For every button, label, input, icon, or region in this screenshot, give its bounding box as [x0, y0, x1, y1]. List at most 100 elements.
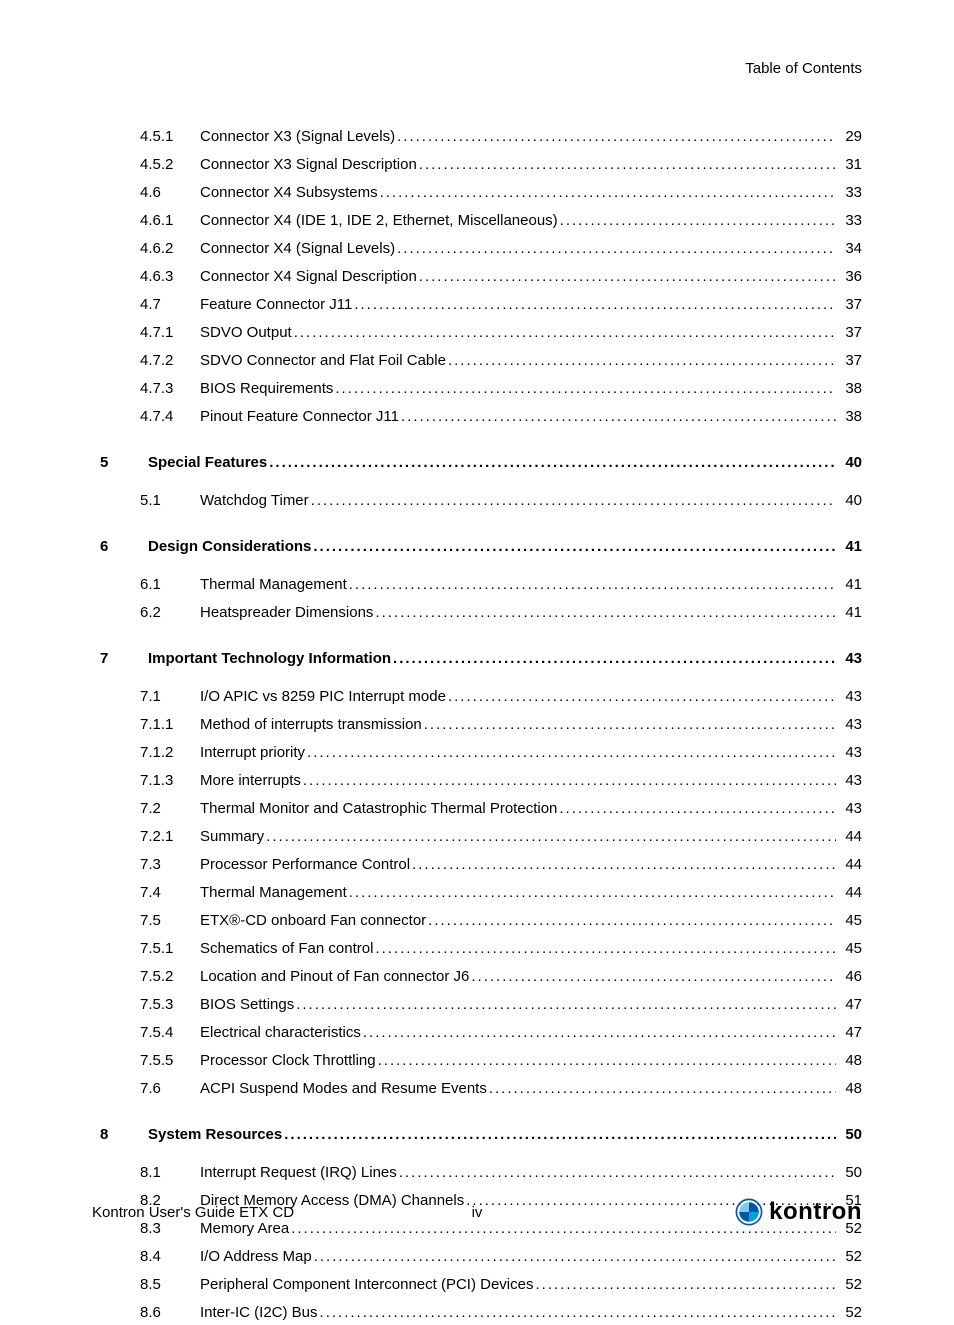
toc-entry: 4.6.3Connector X4 Signal Description36	[92, 265, 862, 289]
toc-entry: 7.5.5Processor Clock Throttling48	[92, 1049, 862, 1073]
toc-number: 4.6.1	[140, 209, 200, 233]
toc-entry: 4.5.1Connector X3 (Signal Levels)29	[92, 125, 862, 149]
toc-entry: 4.6Connector X4 Subsystems33	[92, 181, 862, 205]
toc-number: 7.2.1	[140, 825, 200, 849]
toc-title: Thermal Management	[200, 573, 347, 597]
toc-title: Connector X3 (Signal Levels)	[200, 125, 395, 149]
toc-leader	[419, 265, 836, 289]
page-footer: Kontron User's Guide ETX CD iv kontron	[92, 1198, 862, 1226]
toc-entry: 7Important Technology Information43	[92, 647, 862, 671]
toc-leader	[419, 153, 836, 177]
toc-title: Thermal Management	[200, 881, 347, 905]
toc-entry: 4.7Feature Connector J1137	[92, 293, 862, 317]
toc-page: 40	[838, 489, 862, 513]
toc-page: 43	[838, 797, 862, 821]
toc-leader	[397, 237, 836, 261]
toc-entry: 7.5.1Schematics of Fan control45	[92, 937, 862, 961]
toc-entry: 8.1Interrupt Request (IRQ) Lines50	[92, 1161, 862, 1185]
toc-leader	[560, 209, 836, 233]
toc-title: Interrupt priority	[200, 741, 305, 765]
toc-page: 45	[838, 937, 862, 961]
toc-entry: 7.1I/O APIC vs 8259 PIC Interrupt mode43	[92, 685, 862, 709]
toc-leader	[313, 535, 836, 559]
toc-page: 52	[838, 1245, 862, 1269]
toc-leader	[311, 489, 836, 513]
toc-number: 4.7.4	[140, 405, 200, 429]
toc-title: Connector X3 Signal Description	[200, 153, 417, 177]
toc-leader	[378, 1049, 836, 1073]
toc-page: 41	[838, 573, 862, 597]
toc-leader	[320, 1301, 836, 1325]
toc-number: 4.7.2	[140, 349, 200, 373]
toc-leader	[375, 937, 836, 961]
toc-entry: 6.2Heatspreader Dimensions41	[92, 601, 862, 625]
toc-number: 4.5.2	[140, 153, 200, 177]
toc-number: 8.5	[140, 1273, 200, 1297]
toc-entry: 8.5Peripheral Component Interconnect (PC…	[92, 1273, 862, 1297]
toc-page: 37	[838, 349, 862, 373]
toc-number: 8.1	[140, 1161, 200, 1185]
toc-page: 37	[838, 293, 862, 317]
footer-left: Kontron User's Guide ETX CD	[92, 1204, 294, 1221]
toc-page: 44	[838, 825, 862, 849]
toc-entry: 7.2Thermal Monitor and Catastrophic Ther…	[92, 797, 862, 821]
toc-page: 37	[838, 321, 862, 345]
toc-title: Method of interrupts transmission	[200, 713, 422, 737]
toc-entry: 4.7.2SDVO Connector and Flat Foil Cable3…	[92, 349, 862, 373]
toc-page: 33	[838, 209, 862, 233]
toc-entry: 7.1.3More interrupts43	[92, 769, 862, 793]
toc-page: 33	[838, 181, 862, 205]
kontron-logo: kontron	[735, 1198, 862, 1226]
toc-leader	[399, 1161, 836, 1185]
toc-title: Pinout Feature Connector J11	[200, 405, 399, 429]
toc-page: 46	[838, 965, 862, 989]
toc-leader	[349, 881, 836, 905]
toc-title: BIOS Requirements	[200, 377, 333, 401]
toc-number: 7.5.3	[140, 993, 200, 1017]
toc-leader	[266, 825, 836, 849]
toc-title: Special Features	[148, 451, 267, 475]
toc-page: 38	[838, 405, 862, 429]
toc-title: Electrical characteristics	[200, 1021, 361, 1045]
toc-entry: 4.7.1SDVO Output37	[92, 321, 862, 345]
toc-number: 7.5	[140, 909, 200, 933]
toc-title: SDVO Output	[200, 321, 292, 345]
toc-number: 6.2	[140, 601, 200, 625]
toc-leader	[269, 451, 836, 475]
toc-page: 52	[838, 1301, 862, 1325]
toc-title: Connector X4 (IDE 1, IDE 2, Ethernet, Mi…	[200, 209, 558, 233]
toc-title: Heatspreader Dimensions	[200, 601, 373, 625]
toc-number: 7.1	[140, 685, 200, 709]
toc-title: System Resources	[148, 1123, 282, 1147]
toc-entry: 7.5.3BIOS Settings 47	[92, 993, 862, 1017]
toc-leader	[412, 853, 836, 877]
toc-page: 36	[838, 265, 862, 289]
toc-leader	[354, 293, 836, 317]
toc-leader	[393, 647, 836, 671]
toc-number: 7.5.4	[140, 1021, 200, 1045]
toc-leader	[448, 349, 836, 373]
toc-leader	[314, 1245, 836, 1269]
toc-title: ETX®-CD onboard Fan connector	[200, 909, 426, 933]
toc-title: ACPI Suspend Modes and Resume Events	[200, 1077, 487, 1101]
toc-leader	[397, 125, 836, 149]
toc-leader	[380, 181, 836, 205]
toc-number: 7.1.1	[140, 713, 200, 737]
toc-leader	[401, 405, 836, 429]
toc-page: 45	[838, 909, 862, 933]
toc-title: Design Considerations	[148, 535, 311, 559]
toc-entry: 4.6.2Connector X4 (Signal Levels)34	[92, 237, 862, 261]
toc-page: 47	[838, 993, 862, 1017]
toc-entry: 7.1.2Interrupt priority43	[92, 741, 862, 765]
toc-page: 44	[838, 881, 862, 905]
toc-number: 5	[100, 451, 148, 475]
toc-page: 43	[838, 769, 862, 793]
toc-number: 8	[100, 1123, 148, 1147]
toc-title: BIOS Settings	[200, 993, 294, 1017]
toc-title: Processor Clock Throttling	[200, 1049, 376, 1073]
toc-title: Feature Connector J11	[200, 293, 352, 317]
toc-title: Processor Performance Control	[200, 853, 410, 877]
toc-number: 4.6.3	[140, 265, 200, 289]
toc-page: 43	[838, 647, 862, 671]
toc-entry: 4.7.3BIOS Requirements38	[92, 377, 862, 401]
